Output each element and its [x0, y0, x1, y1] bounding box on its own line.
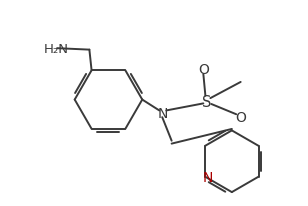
Text: O: O [198, 62, 209, 76]
Text: N: N [203, 170, 213, 184]
Text: N: N [158, 106, 168, 120]
Text: S: S [202, 94, 212, 109]
Text: H₂N: H₂N [44, 42, 69, 55]
Text: O: O [235, 111, 246, 125]
